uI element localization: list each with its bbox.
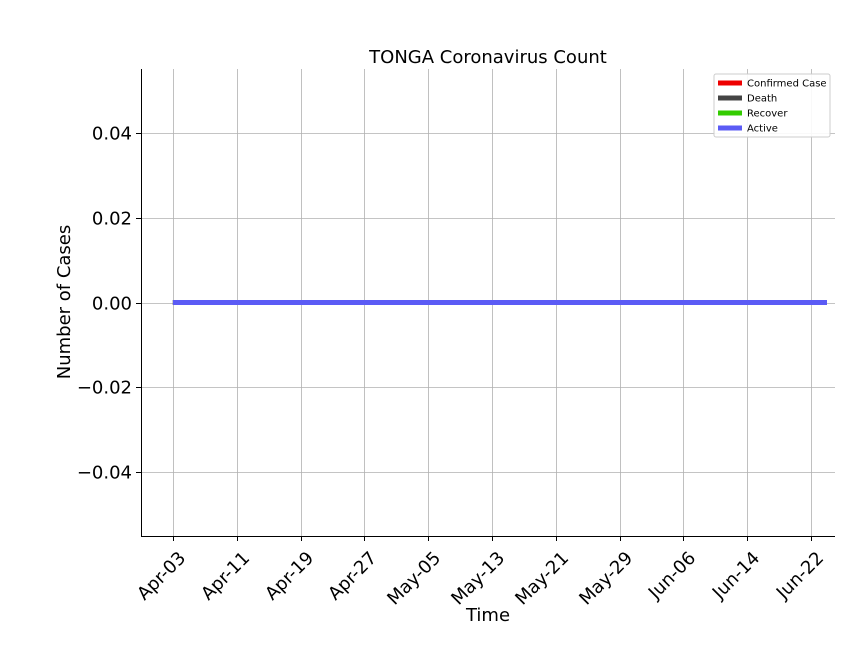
y-tick-label: −0.02 (77, 378, 132, 399)
x-tick-label: Apr-11 (197, 548, 254, 605)
x-axis-label: Time (465, 605, 510, 626)
x-tick-label: Apr-03 (133, 548, 190, 605)
x-ticks: Apr-03 Apr-11 Apr-19 Apr-27 May-05 May-13 May-… (133, 536, 828, 609)
axes (141, 69, 835, 537)
y-ticks: 0.04 0.02 0.00 −0.02 −0.04 (77, 124, 141, 484)
legend-label: Confirmed Case (747, 79, 827, 90)
y-tick-label: 0.00 (92, 294, 132, 315)
chart-title: TONGA Coronavirus Count (368, 47, 607, 68)
y-tick-label: 0.04 (92, 124, 132, 145)
x-tick-label: May-13 (447, 548, 509, 610)
x-tick-label: May-29 (575, 548, 637, 610)
legend-label: Death (747, 94, 777, 105)
x-tick-label: May-21 (511, 548, 573, 610)
x-tick-label: Jun-06 (644, 548, 700, 604)
x-tick-label: Jun-22 (772, 548, 828, 604)
legend-box (713, 73, 831, 138)
x-tick-label: Jun-14 (708, 548, 764, 604)
y-tick-label: 0.02 (92, 209, 132, 230)
x-tick-label: Apr-19 (261, 548, 318, 605)
legend-label: Recover (747, 109, 788, 120)
y-tick-label: −0.04 (77, 463, 132, 484)
x-tick-label: May-05 (383, 548, 445, 610)
x-tick-label: Apr-27 (324, 548, 381, 605)
legend-label: Active (747, 124, 778, 135)
legend: Confirmed Case Death Recover Active (713, 73, 831, 138)
y-axis-label: Number of Cases (54, 225, 75, 380)
